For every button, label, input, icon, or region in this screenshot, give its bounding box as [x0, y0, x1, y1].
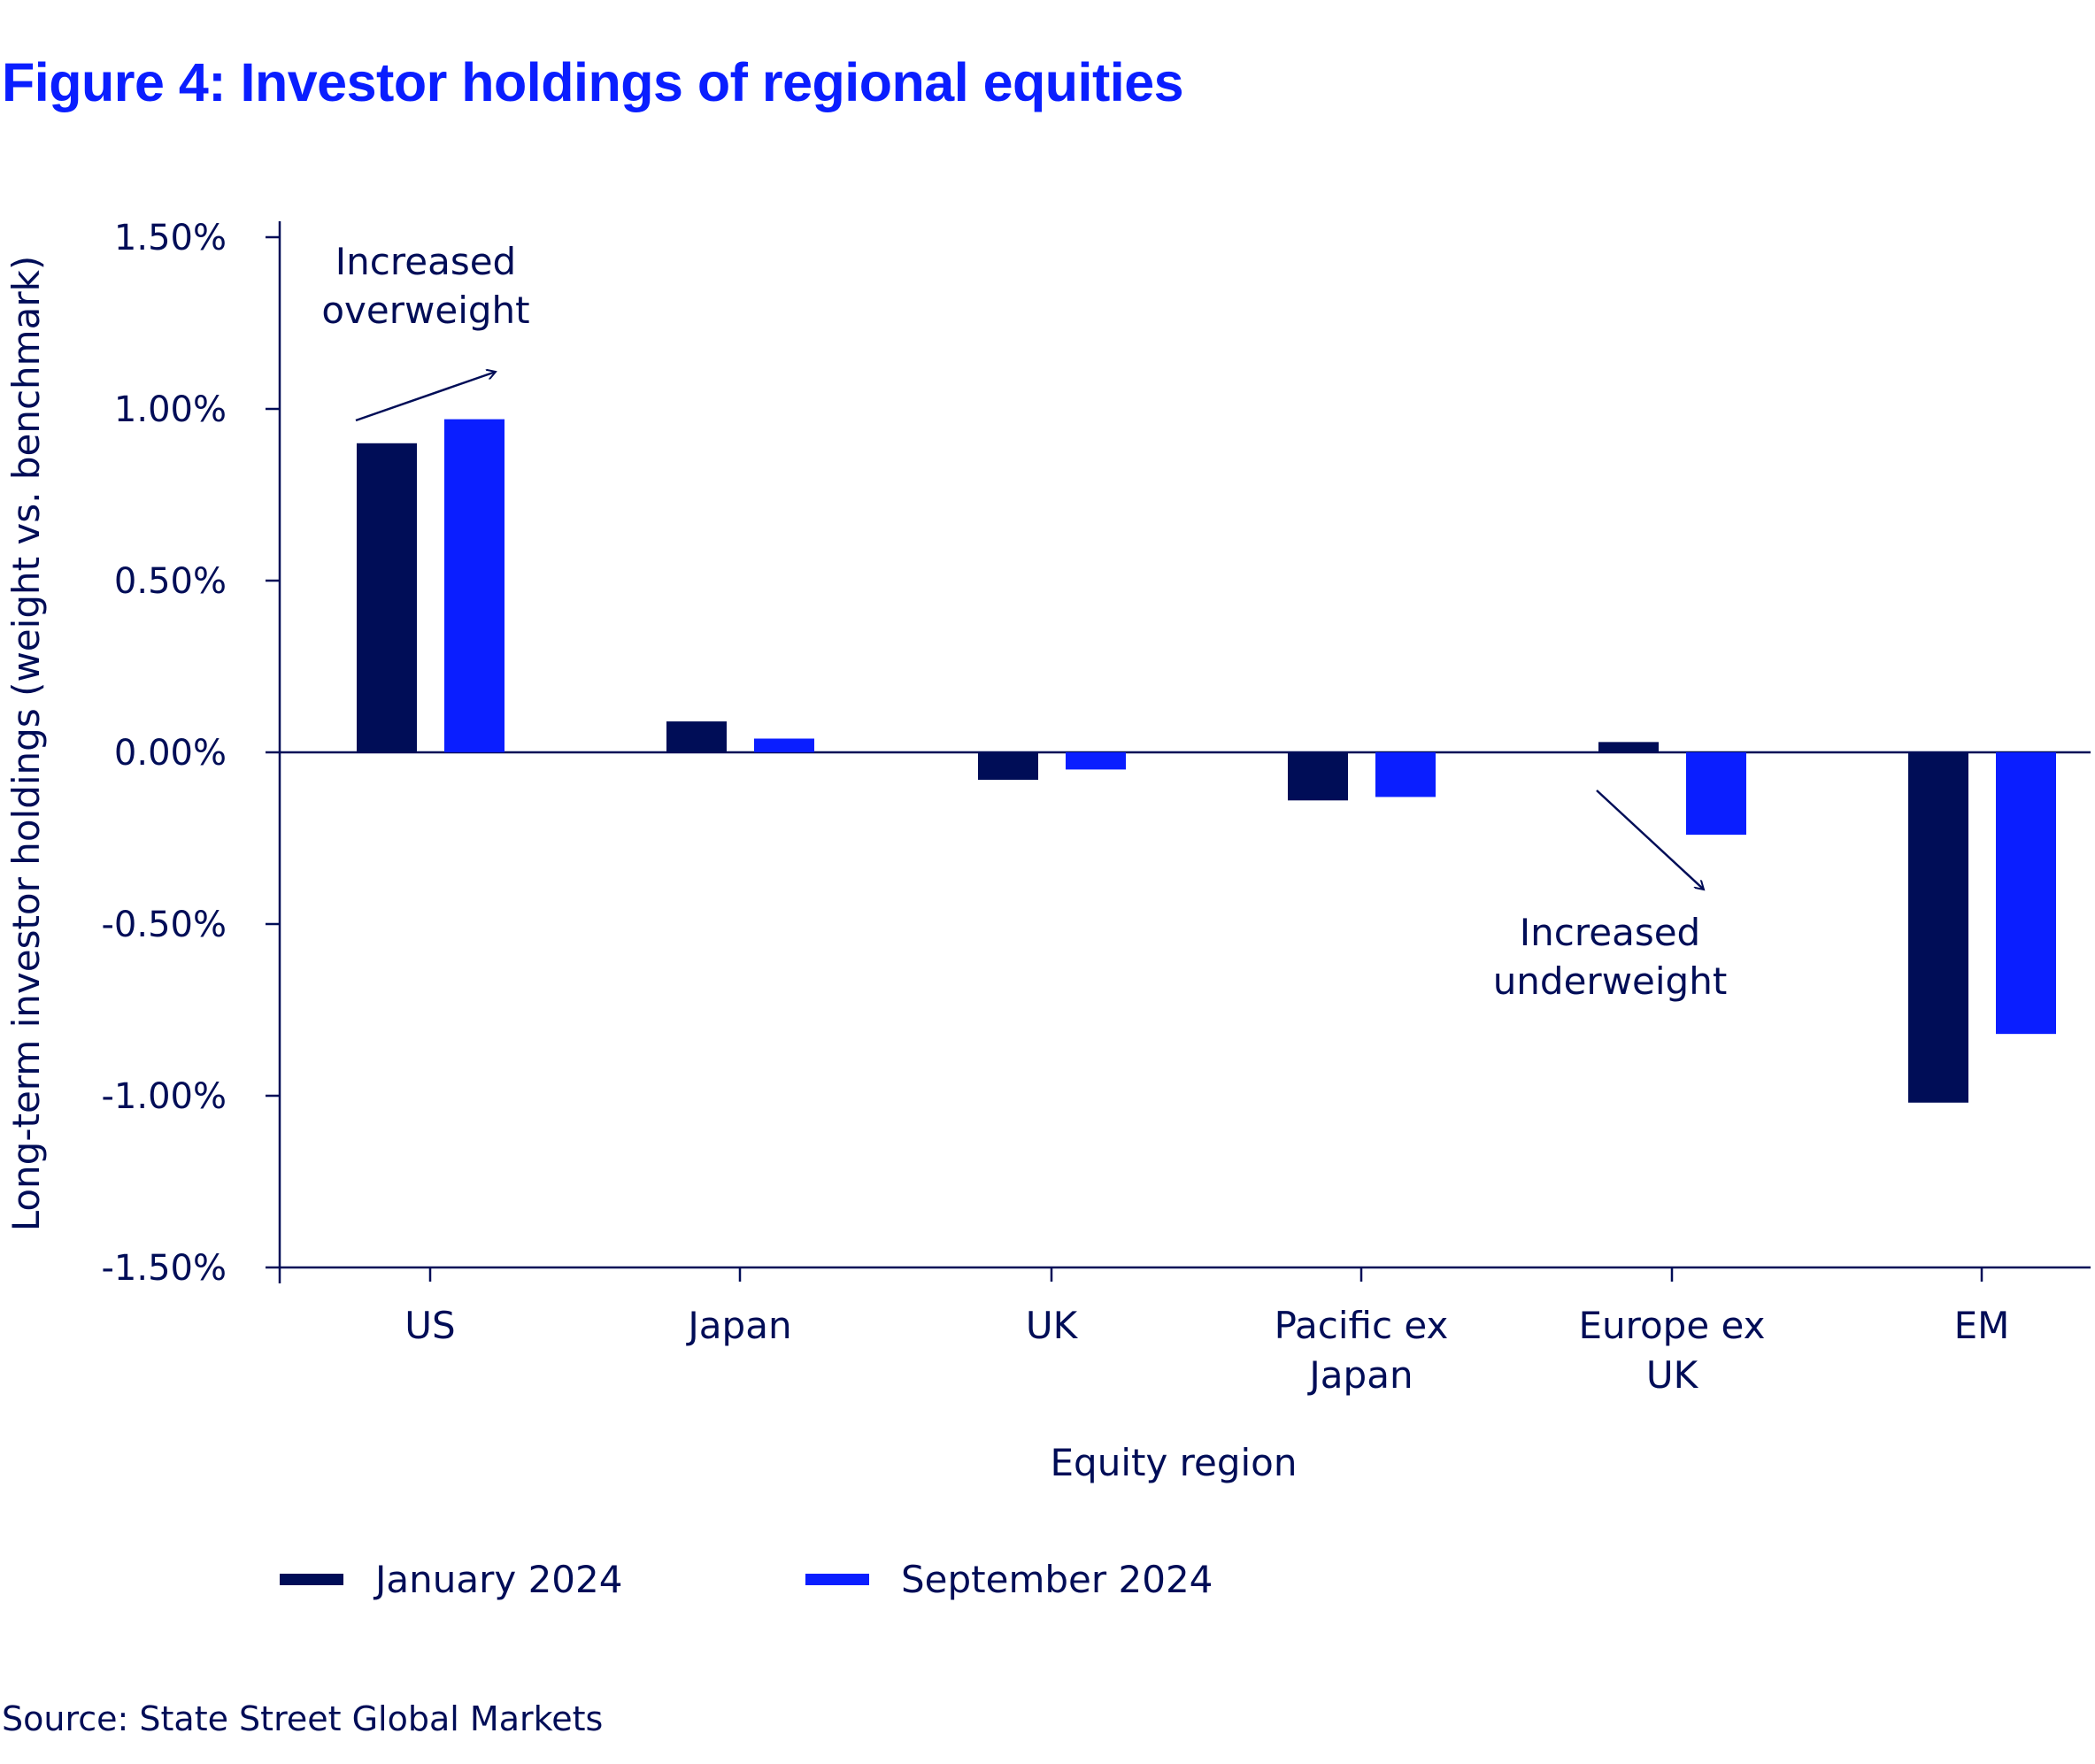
annotation-underweight-text: Increased — [1520, 911, 1700, 954]
bar-january-em — [1908, 752, 1968, 1103]
arrow-up-right-icon — [355, 372, 496, 422]
annotation-overweight-text: overweight — [321, 289, 529, 332]
y-tick-label: 1.00% — [114, 389, 227, 430]
x-tick-label: Japan — [1306, 1353, 1413, 1397]
bar-january-pacific-ex-japan — [1288, 752, 1348, 801]
bar-september-em — [1996, 752, 2056, 1035]
bar-january-japan — [666, 721, 727, 752]
legend-item-september: September 2024 — [805, 1558, 1213, 1601]
chart-title: Figure 4: Investor holdings of regional … — [2, 52, 1184, 112]
annotation-underweight-text: underweight — [1493, 959, 1728, 1003]
y-tick-label: 1.50% — [114, 218, 227, 258]
x-tick-label: Japan — [685, 1304, 791, 1347]
x-tick-label: UK — [1026, 1304, 1079, 1347]
y-tick-label: 0.50% — [114, 561, 227, 602]
y-tick-label: -0.50% — [101, 905, 227, 945]
bar-january-uk — [978, 752, 1038, 781]
annotation-overweight-text: Increased — [335, 240, 516, 283]
x-tick-label: Europe ex — [1578, 1304, 1765, 1347]
arrow-down-right-icon — [1596, 790, 1704, 890]
x-tick-label: EM — [1954, 1304, 2010, 1347]
source-note: Source: State Street Global Markets — [2, 1699, 604, 1738]
y-axis-title: Long-term investor holdings (weight vs. … — [4, 256, 48, 1232]
bars — [357, 419, 2056, 1103]
y-axis: 1.50% 1.00% 0.50% 0.00% -0.50% -1.00% -1.50% — [101, 218, 2091, 1289]
legend-swatch-january — [280, 1574, 343, 1585]
x-axis: US Japan UK Pacific ex Japan Europe ex UK EM — [280, 1266, 2091, 1397]
legend-item-january: January 2024 — [280, 1558, 622, 1601]
bar-january-europe-ex-uk — [1598, 742, 1659, 752]
y-tick-label: 0.00% — [114, 733, 227, 774]
y-tick-label: -1.50% — [101, 1248, 227, 1289]
x-axis-title: Equity region — [1051, 1441, 1298, 1484]
bar-september-pacific-ex-japan — [1375, 752, 1436, 797]
bar-september-japan — [754, 738, 814, 752]
bar-september-uk — [1066, 752, 1126, 770]
bar-september-us — [444, 419, 504, 752]
annotations: Increased overweight Increased underweight — [321, 240, 1727, 1003]
legend-label-september: September 2024 — [901, 1558, 1213, 1601]
legend-label-january: January 2024 — [375, 1558, 623, 1601]
x-tick-label: US — [404, 1304, 455, 1347]
x-tick-label: Pacific ex — [1275, 1304, 1449, 1347]
x-tick-label: UK — [1646, 1353, 1699, 1397]
legend-swatch-september — [805, 1574, 869, 1585]
y-tick-label: -1.00% — [101, 1076, 227, 1117]
bar-september-europe-ex-uk — [1686, 752, 1746, 836]
bar-january-us — [357, 443, 417, 752]
